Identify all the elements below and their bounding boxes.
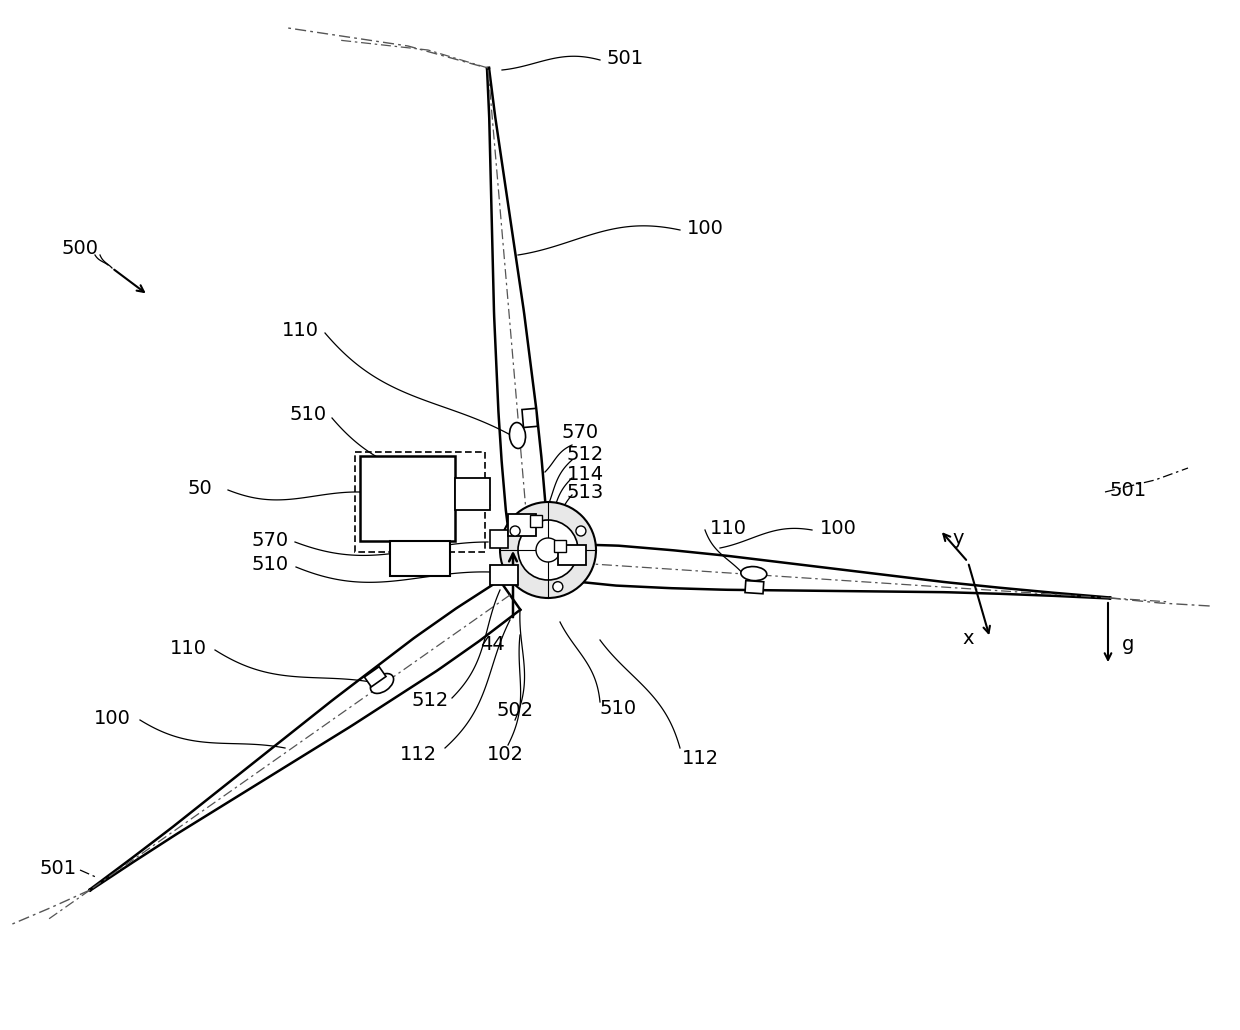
- Bar: [355, 452, 485, 552]
- Bar: [365, 666, 386, 687]
- Circle shape: [518, 520, 578, 580]
- Ellipse shape: [510, 422, 526, 448]
- Bar: [522, 408, 537, 427]
- Text: 100: 100: [820, 518, 857, 538]
- Circle shape: [510, 526, 520, 536]
- Text: 512: 512: [567, 446, 604, 465]
- Text: 110: 110: [170, 639, 207, 657]
- Bar: [490, 565, 518, 585]
- Bar: [529, 515, 542, 527]
- Bar: [391, 541, 450, 576]
- Bar: [508, 514, 536, 536]
- Circle shape: [553, 582, 563, 591]
- Text: 570: 570: [562, 422, 599, 442]
- Text: 510: 510: [289, 406, 326, 424]
- Circle shape: [575, 526, 587, 536]
- Text: 102: 102: [486, 746, 523, 764]
- Text: 512: 512: [412, 690, 449, 710]
- Text: 500: 500: [62, 239, 98, 258]
- Text: 502: 502: [496, 700, 533, 720]
- Text: 110: 110: [281, 320, 319, 340]
- Text: 501: 501: [606, 48, 644, 68]
- Text: y: y: [952, 528, 963, 548]
- Bar: [558, 545, 587, 565]
- Text: 510: 510: [599, 698, 636, 718]
- Text: 110: 110: [709, 518, 746, 538]
- Text: 112: 112: [682, 749, 718, 767]
- Text: x: x: [962, 628, 973, 648]
- Text: 501: 501: [1110, 481, 1147, 500]
- Text: 114: 114: [567, 465, 604, 483]
- Text: 44: 44: [480, 636, 505, 654]
- Bar: [360, 456, 455, 541]
- Bar: [745, 581, 764, 593]
- Text: 100: 100: [687, 218, 723, 238]
- Text: g: g: [1122, 636, 1135, 654]
- Circle shape: [536, 538, 560, 562]
- Circle shape: [500, 502, 596, 598]
- Text: 100: 100: [93, 709, 130, 727]
- Text: 501: 501: [40, 858, 77, 878]
- Text: 570: 570: [252, 530, 289, 549]
- Ellipse shape: [740, 566, 766, 581]
- Text: 112: 112: [399, 746, 436, 764]
- Ellipse shape: [371, 674, 393, 693]
- Bar: [490, 530, 508, 548]
- Text: 50: 50: [187, 479, 212, 497]
- Text: 513: 513: [567, 483, 604, 503]
- Bar: [455, 478, 490, 510]
- Bar: [554, 540, 565, 552]
- Text: 510: 510: [252, 555, 289, 575]
